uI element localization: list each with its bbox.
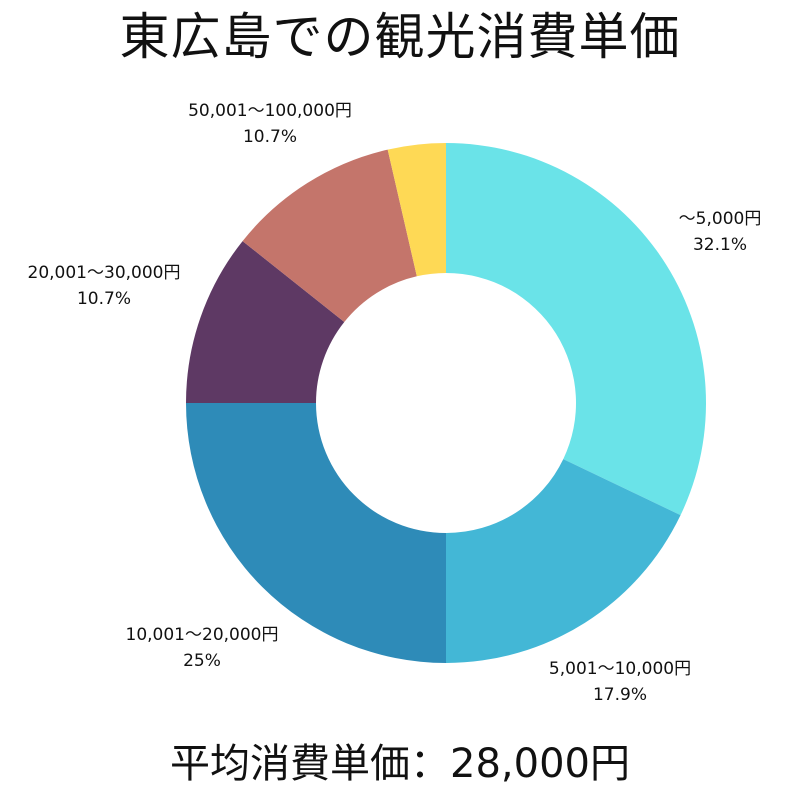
donut-slice-3 — [186, 241, 345, 403]
slice-range-label: 5,001〜10,000円 — [548, 659, 692, 679]
slice-percent-label: 32.1% — [692, 235, 748, 255]
donut-slices — [186, 143, 706, 663]
slice-percent-label: 25% — [183, 651, 221, 671]
donut-slice-1 — [446, 459, 681, 663]
slice-label-1: 5,001〜10,000円 17.9% — [549, 656, 691, 708]
slice-range-label: 10,001〜20,000円 — [125, 625, 279, 645]
chart-title: 東広島での観光消費単価 — [119, 8, 681, 66]
slice-label-2: 10,001〜20,000円 25% — [126, 622, 279, 674]
average-spend-text: 平均消費単価：28,000円 — [170, 741, 630, 787]
donut-slice-4 — [242, 149, 417, 323]
slice-label-4: 50,001〜100,000円 10.7% — [188, 98, 352, 150]
donut-slice-5 — [387, 143, 446, 277]
slice-range-label: 〜5,000円 — [678, 209, 762, 229]
slice-percent-label: 10.7% — [76, 289, 131, 309]
slice-range-label: 20,001〜30,000円 — [27, 263, 181, 283]
slice-percent-label: 10.7% — [242, 127, 298, 147]
slice-percent-label: 17.9% — [592, 685, 647, 705]
slice-range-label: 50,001〜100,000円 — [188, 101, 352, 121]
donut-slice-0 — [446, 143, 706, 516]
donut-slice-2 — [186, 403, 446, 663]
slice-label-0: 〜5,000円 32.1% — [679, 206, 762, 258]
slice-label-3: 20,001〜30,000円 10.7% — [28, 260, 181, 312]
